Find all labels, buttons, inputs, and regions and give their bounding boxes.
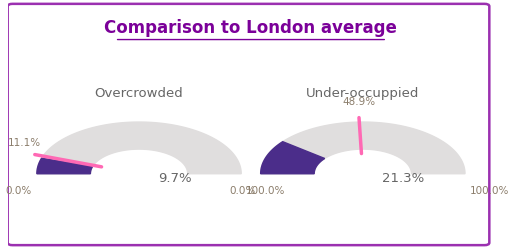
FancyBboxPatch shape: [8, 4, 489, 245]
Text: 100.0%: 100.0%: [470, 186, 509, 196]
Text: 0.0%: 0.0%: [6, 186, 32, 196]
Polygon shape: [37, 122, 241, 174]
Text: Under-occuppied: Under-occuppied: [306, 87, 420, 100]
Text: 48.9%: 48.9%: [342, 97, 375, 107]
Text: 9.7%: 9.7%: [159, 172, 192, 185]
Text: 100.0%: 100.0%: [246, 186, 285, 196]
Text: 11.1%: 11.1%: [8, 138, 41, 148]
Text: 21.3%: 21.3%: [382, 172, 424, 185]
Polygon shape: [261, 142, 324, 174]
Text: Overcrowded: Overcrowded: [95, 87, 183, 100]
Polygon shape: [261, 122, 465, 174]
Text: Comparison to London average: Comparison to London average: [105, 19, 398, 37]
Polygon shape: [37, 158, 93, 174]
Text: 0.0%: 0.0%: [230, 186, 256, 196]
